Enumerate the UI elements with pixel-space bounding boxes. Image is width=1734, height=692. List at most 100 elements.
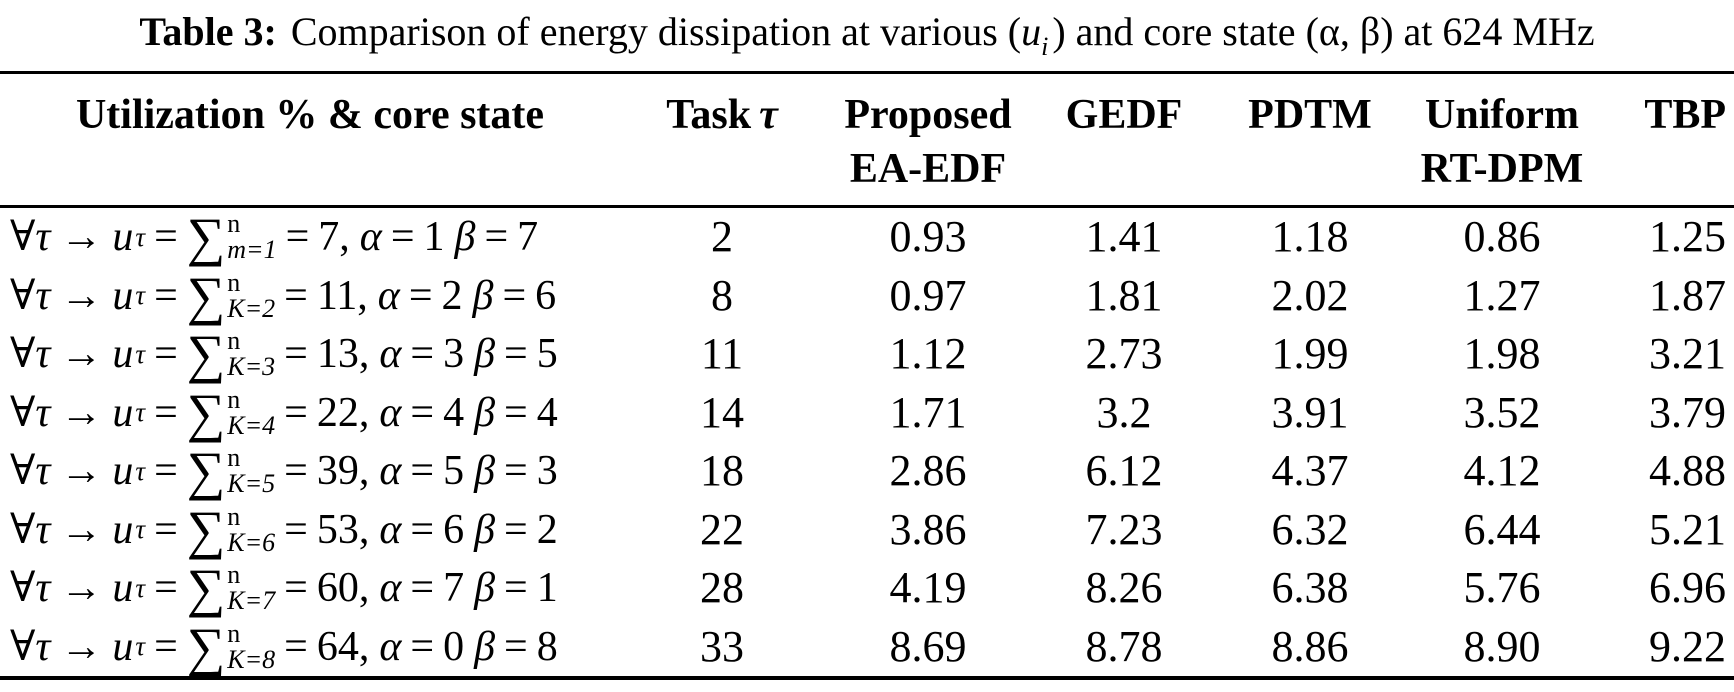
forall-symbol: ∀ bbox=[10, 448, 36, 495]
sum-limits: n m=1 bbox=[227, 211, 276, 263]
value-cell-proposed-ea-edf: 0.97 bbox=[889, 270, 967, 320]
u-subscript: τ bbox=[135, 514, 146, 545]
sum-upper-limit: n bbox=[227, 618, 241, 648]
value-cell-pdtm: 1.99 bbox=[1271, 329, 1349, 378]
beta-value: 5 bbox=[536, 331, 558, 378]
value-cell-proposed-ea-edf: 2.86 bbox=[889, 446, 967, 495]
beta-symbol: β bbox=[474, 623, 495, 670]
arrow-symbol: → bbox=[60, 214, 103, 261]
tau-symbol: τ bbox=[35, 506, 51, 553]
forall-symbol: ∀ bbox=[10, 331, 36, 378]
value-cell-proposed-ea-edf: 3.86 bbox=[889, 504, 967, 554]
tau-symbol: τ bbox=[35, 565, 51, 612]
beta-value: 1 bbox=[536, 565, 558, 612]
equals-sign: = bbox=[504, 331, 528, 378]
u-subscript: τ bbox=[135, 455, 146, 486]
u-variable: u bbox=[112, 565, 134, 612]
utilization-total: 13, bbox=[316, 331, 370, 378]
value-cell-proposed-ea-edf: 4.19 bbox=[889, 563, 967, 612]
beta-symbol: β bbox=[474, 506, 495, 553]
table-row: ∀ τ → u τ = ∑ n K=2 = 11, α = 2 β = 6 8 0.97 1.81 2.02 1… bbox=[0, 267, 1734, 326]
sum-upper-limit: n bbox=[227, 443, 241, 473]
value-cell-uniform-rt-dpm: 5.76 bbox=[1463, 563, 1541, 612]
equals-sign: = bbox=[154, 331, 178, 378]
column-header-utilization-label: Utilization % & core state bbox=[75, 92, 545, 138]
u-variable: u bbox=[112, 623, 134, 670]
column-header-pdtm: PDTM bbox=[1248, 92, 1372, 138]
value-cell-uniform-rt-dpm: 3.52 bbox=[1463, 387, 1541, 437]
tau-symbol: τ bbox=[35, 389, 51, 436]
equals-sign: = bbox=[154, 506, 178, 553]
column-header-uniform-line2: RT-DPM bbox=[1420, 146, 1584, 192]
sum-lower-limit: K=7 bbox=[227, 586, 276, 616]
alpha-value: 6 bbox=[443, 506, 465, 553]
equals-sign: = bbox=[284, 448, 308, 495]
value-cell-uniform-rt-dpm: 1.27 bbox=[1463, 270, 1541, 320]
value-cell-pdtm: 1.18 bbox=[1271, 212, 1349, 261]
sum-upper-limit: n bbox=[227, 209, 241, 239]
sum-upper-limit: n bbox=[227, 326, 241, 356]
equals-sign: = bbox=[284, 506, 308, 553]
table-row: ∀ τ → u τ = ∑ n K=8 = 64, α = 0 β = 8 33 8.69 8.78 8.86 … bbox=[0, 618, 1734, 677]
u-variable: u bbox=[112, 389, 134, 436]
sum-lower-limit: m=1 bbox=[227, 235, 277, 265]
equals-sign: = bbox=[410, 448, 435, 495]
u-subscript: τ bbox=[135, 572, 146, 603]
value-cell-tbp: 9.22 bbox=[1649, 621, 1726, 671]
u-variable: u bbox=[112, 214, 134, 261]
tau-symbol: τ bbox=[35, 272, 51, 319]
value-cell-tbp: 6.96 bbox=[1649, 563, 1726, 612]
u-subscript: τ bbox=[135, 221, 146, 252]
value-cell-gedf: 8.78 bbox=[1085, 621, 1163, 671]
value-cell-pdtm: 8.86 bbox=[1271, 621, 1349, 671]
caption-text-before: Comparison of energy dissipation at vari… bbox=[290, 9, 1022, 54]
utilization-total: 64, bbox=[316, 623, 370, 670]
equals-sign: = bbox=[154, 389, 178, 436]
column-header-uniform-rt-dpm: Uniform RT-DPM bbox=[1404, 88, 1600, 205]
equals-sign: = bbox=[284, 331, 308, 378]
table-row: ∀ τ → u τ = ∑ n m=1 = 7, α = 1 β = 7 2 0.93 1.41 1.18 0.… bbox=[0, 208, 1734, 267]
equals-sign: = bbox=[410, 331, 435, 378]
equals-sign: = bbox=[504, 565, 528, 612]
utilization-total: 53, bbox=[316, 506, 370, 553]
sum-lower-limit: K=2 bbox=[227, 293, 276, 323]
sum-lower-limit: K=6 bbox=[227, 527, 276, 557]
arrow-symbol: → bbox=[60, 565, 103, 612]
equals-sign: = bbox=[284, 623, 308, 670]
column-header-task: Task τ bbox=[620, 88, 824, 205]
equals-sign: = bbox=[390, 214, 415, 261]
utilization-total: 11, bbox=[316, 272, 368, 319]
equals-sign: = bbox=[484, 214, 509, 261]
value-cell-tbp: 3.21 bbox=[1649, 329, 1726, 378]
beta-symbol: β bbox=[474, 389, 495, 436]
sum-limits: n K=5 bbox=[227, 445, 275, 497]
u-subscript: τ bbox=[135, 631, 146, 662]
value-cell-proposed-ea-edf: 1.71 bbox=[889, 387, 967, 437]
tau-symbol: τ bbox=[759, 92, 778, 138]
sum-limits: n K=8 bbox=[227, 618, 275, 673]
alpha-value: 7 bbox=[443, 565, 465, 612]
alpha-value: 3 bbox=[443, 331, 465, 378]
u-subscript: τ bbox=[135, 280, 146, 311]
alpha-value: 1 bbox=[423, 214, 445, 261]
beta-value: 8 bbox=[536, 623, 558, 670]
alpha-value: 5 bbox=[443, 448, 465, 495]
value-cell-proposed-ea-edf: 1.12 bbox=[889, 329, 967, 378]
alpha-symbol: α bbox=[379, 623, 402, 670]
sum-upper-limit: n bbox=[227, 267, 241, 297]
value-cell-uniform-rt-dpm: 1.98 bbox=[1463, 329, 1541, 378]
value-cell-gedf: 1.81 bbox=[1085, 270, 1163, 320]
u-variable: u bbox=[112, 506, 134, 553]
table-row: ∀ τ → u τ = ∑ n K=3 = 13, α = 3 β = 5 11 1.12 2.73 1.99 … bbox=[0, 325, 1734, 384]
beta-symbol: β bbox=[474, 448, 495, 495]
column-header-proposed-line2: EA-EDF bbox=[849, 146, 1007, 192]
table-row: ∀ τ → u τ = ∑ n K=7 = 60, α = 7 β = 1 28 4.19 8.26 6.38 … bbox=[0, 559, 1734, 618]
value-cell-tbp: 3.79 bbox=[1649, 387, 1726, 437]
forall-symbol: ∀ bbox=[10, 272, 36, 319]
equals-sign: = bbox=[504, 389, 528, 436]
arrow-symbol: → bbox=[60, 506, 103, 553]
equals-sign: = bbox=[504, 448, 528, 495]
u-variable: u bbox=[112, 272, 134, 319]
beta-value: 4 bbox=[536, 389, 558, 436]
